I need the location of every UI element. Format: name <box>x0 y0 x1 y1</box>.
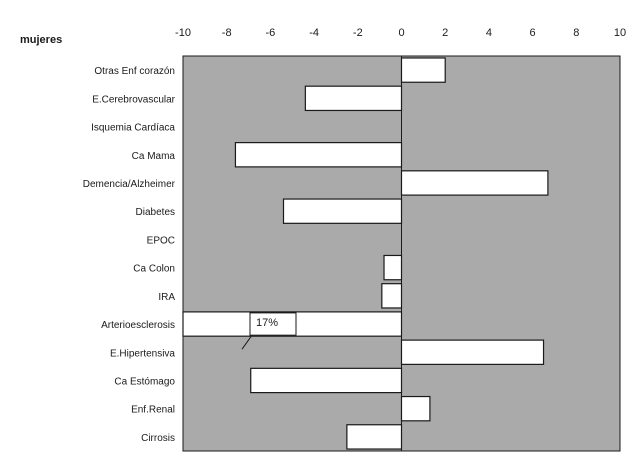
bar <box>400 170 549 196</box>
x-tick-label: 2 <box>442 27 448 39</box>
category-label: Isquemia Cardíaca <box>91 123 175 134</box>
bar <box>381 283 403 309</box>
category-label: Demencia/Alzheimer <box>83 179 176 190</box>
bar <box>383 254 403 281</box>
category-label: Cirrosis <box>141 433 175 444</box>
x-axis-ticks: -10 -8 -6 -4 -2 0 2 4 6 8 10 <box>175 27 626 39</box>
category-label: IRA <box>158 292 175 303</box>
category-label: Otras Enf corazón <box>94 66 175 77</box>
category-label: Ca Estómago <box>114 376 175 387</box>
bar <box>250 367 403 394</box>
bar <box>234 142 403 168</box>
category-label: Arterioesclerosis <box>101 320 175 331</box>
x-tick-label: 6 <box>530 27 536 39</box>
category-label: Diabetes <box>136 207 175 218</box>
x-tick-label: -8 <box>222 27 232 39</box>
bars <box>182 57 549 450</box>
category-label: Enf.Renal <box>131 405 175 416</box>
annotations: 17% <box>241 312 297 350</box>
x-tick-label: -10 <box>175 27 191 39</box>
category-label: EPOC <box>147 235 175 246</box>
bar <box>400 395 431 422</box>
category-label: E.Hipertensiva <box>110 348 175 359</box>
annotation-text: 17% <box>256 317 278 329</box>
group-label: mujeres <box>20 34 62 46</box>
annotation-box <box>249 312 297 336</box>
x-tick-label: 8 <box>573 27 579 39</box>
category-label: E.Cerebrovascular <box>92 94 175 105</box>
category-label: Ca Colon <box>133 264 175 275</box>
bar <box>282 198 403 224</box>
bar <box>400 57 446 83</box>
annotation-leader-line <box>241 334 253 350</box>
x-tick-label: -6 <box>266 27 276 39</box>
bar <box>346 424 403 450</box>
x-tick-label: -4 <box>309 27 319 39</box>
bar <box>400 339 545 365</box>
bar <box>304 85 403 112</box>
category-label: Ca Mama <box>132 151 176 162</box>
x-tick-label: 4 <box>486 27 492 39</box>
x-tick-label: -2 <box>353 27 363 39</box>
x-tick-label: 10 <box>614 27 626 39</box>
x-tick-label: 0 <box>398 27 404 39</box>
category-labels: Otras Enf corazón E.Cerebrovascular Isquem… <box>83 66 176 444</box>
